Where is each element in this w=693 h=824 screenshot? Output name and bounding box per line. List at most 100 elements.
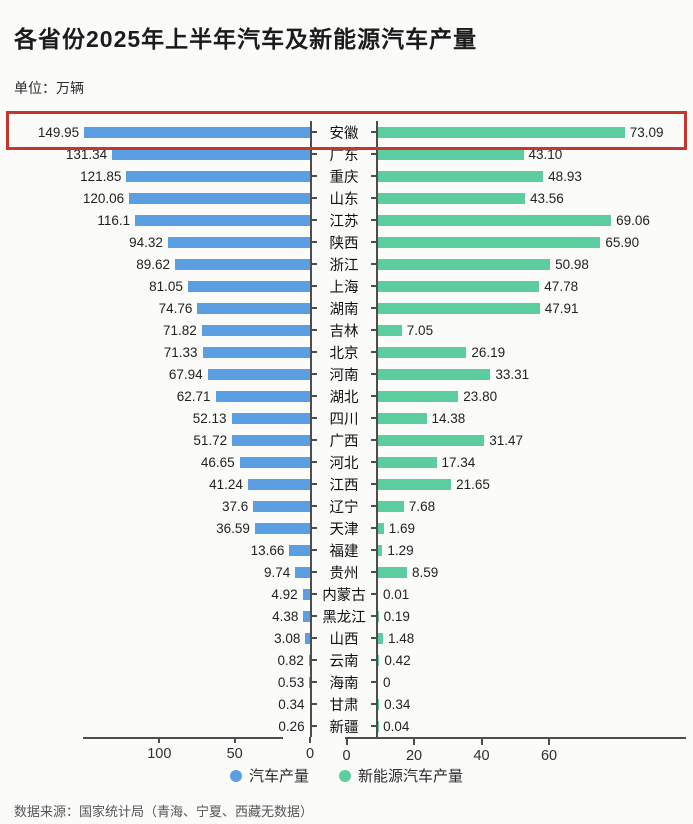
chart-row-1: 149.95 安徽 73.09 bbox=[14, 121, 686, 143]
chart-row-4: 120.06 山东 43.56 bbox=[14, 187, 686, 209]
chart-row-25: 0.82 云南 0.42 bbox=[14, 649, 686, 671]
province-label: 四川 bbox=[329, 411, 359, 428]
diverging-bar-chart: 149.95 安徽 73.09 131.34 广东 43.10 121.85 重庆 48.93 1… bbox=[14, 121, 686, 764]
nev-production-bar bbox=[378, 632, 383, 644]
nev-production-bar bbox=[378, 698, 380, 710]
nev-production-bar bbox=[378, 170, 544, 182]
province-label: 陕西 bbox=[329, 235, 359, 252]
left-value-label: 74.76 bbox=[158, 300, 193, 316]
auto-production-bar bbox=[175, 258, 310, 270]
right-axis-tick bbox=[480, 739, 483, 745]
right-value-label: 26.19 bbox=[471, 344, 506, 360]
chart-row-3: 121.85 重庆 48.93 bbox=[14, 165, 686, 187]
left-value-label: 41.24 bbox=[209, 476, 243, 492]
chart-row-13: 62.71 湖北 23.80 bbox=[14, 385, 686, 407]
right-value-label: 50.98 bbox=[555, 256, 589, 272]
province-label: 重庆 bbox=[329, 169, 359, 186]
chart-rows: 149.95 安徽 73.09 131.34 广东 43.10 121.85 重庆 48.93 1… bbox=[14, 121, 686, 737]
province-label: 云南 bbox=[329, 653, 359, 670]
right-value-label: 0.01 bbox=[383, 586, 410, 602]
left-value-label: 13.66 bbox=[250, 542, 285, 558]
right-value-label: 33.31 bbox=[495, 366, 530, 382]
right-axis-tick bbox=[413, 739, 416, 745]
nev-production-bar bbox=[378, 324, 402, 336]
auto-production-bar bbox=[84, 126, 310, 138]
legend-item-nev: 新能源汽车产量 bbox=[339, 765, 463, 786]
left-value-label: 4.38 bbox=[272, 608, 299, 624]
chart-row-26: 0.53 海南 0 bbox=[14, 671, 686, 693]
chart-row-17: 41.24 江西 21.65 bbox=[14, 473, 686, 495]
left-value-label: 121.85 bbox=[80, 168, 122, 184]
right-value-label: 23.80 bbox=[463, 388, 498, 404]
right-value-label: 0 bbox=[383, 674, 391, 690]
province-label: 上海 bbox=[329, 279, 359, 296]
right-value-label: 21.65 bbox=[456, 476, 490, 492]
right-axis-tick-label: 60 bbox=[540, 748, 558, 764]
left-value-label: 51.72 bbox=[193, 432, 228, 448]
nev-production-bar bbox=[378, 654, 380, 666]
data-source-note: 数据来源：国家统计局（青海、宁夏、西藏无数据） bbox=[14, 804, 314, 819]
auto-production-bar bbox=[303, 610, 310, 622]
chart-row-27: 0.34 甘肃 0.34 bbox=[14, 693, 686, 715]
nev-production-bar bbox=[378, 610, 379, 622]
auto-production-bar bbox=[207, 368, 310, 380]
auto-production-bar bbox=[295, 566, 310, 578]
chart-row-2: 131.34 广东 43.10 bbox=[14, 143, 686, 165]
chart-row-24: 3.08 山西 1.48 bbox=[14, 627, 686, 649]
auto-production-bar bbox=[126, 170, 310, 182]
legend-item-auto: 汽车产量 bbox=[229, 765, 309, 786]
right-value-label: 43.10 bbox=[528, 146, 563, 162]
auto-production-bar bbox=[135, 214, 310, 226]
province-label: 江苏 bbox=[329, 213, 359, 230]
nev-production-bar bbox=[378, 500, 404, 512]
province-label: 湖北 bbox=[329, 389, 359, 406]
chart-row-16: 46.65 河北 17.34 bbox=[14, 451, 686, 473]
auto-production-bar bbox=[197, 302, 310, 314]
province-label: 福建 bbox=[329, 543, 359, 560]
right-value-label: 69.06 bbox=[616, 212, 650, 228]
nev-production-bar bbox=[378, 522, 384, 534]
auto-production-bar bbox=[215, 390, 310, 402]
legend-label-auto: 汽车产量 bbox=[248, 768, 309, 785]
chart-row-12: 67.94 河南 33.31 bbox=[14, 363, 686, 385]
auto-production-bar bbox=[232, 434, 310, 446]
x-axis-right: 0 20 40 60 bbox=[343, 737, 686, 764]
province-label: 黑龙江 bbox=[322, 609, 366, 626]
chart-row-14: 52.13 四川 14.38 bbox=[14, 407, 686, 429]
province-label: 广东 bbox=[329, 147, 359, 164]
auto-production-dot-icon bbox=[229, 769, 242, 782]
left-value-label: 67.94 bbox=[168, 366, 203, 382]
right-value-label: 0.42 bbox=[384, 652, 411, 668]
chart-row-18: 37.6 辽宁 7.68 bbox=[14, 495, 686, 517]
left-axis-tick-label: 0 bbox=[305, 746, 315, 762]
left-value-label: 149.95 bbox=[37, 124, 80, 140]
right-value-label: 8.59 bbox=[412, 564, 439, 580]
chart-row-6: 94.32 陕西 65.90 bbox=[14, 231, 686, 253]
nev-production-bar bbox=[378, 456, 437, 468]
auto-production-bar bbox=[187, 280, 310, 292]
unit-label: 单位：万辆 bbox=[14, 80, 84, 96]
province-label: 江西 bbox=[329, 477, 359, 494]
auto-production-bar bbox=[231, 412, 310, 424]
right-value-label: 0.04 bbox=[383, 718, 410, 734]
nev-production-bar bbox=[378, 566, 407, 578]
province-label: 山东 bbox=[329, 191, 359, 208]
province-label: 河北 bbox=[329, 455, 359, 472]
nev-production-bar bbox=[378, 214, 612, 226]
chart-row-22: 4.92 内蒙古 0.01 bbox=[14, 583, 686, 605]
chart-row-5: 116.1 江苏 69.06 bbox=[14, 209, 686, 231]
right-value-label: 47.91 bbox=[544, 300, 579, 316]
right-value-label: 31.47 bbox=[489, 432, 523, 448]
left-value-label: 0.34 bbox=[278, 696, 305, 712]
province-label: 安徽 bbox=[329, 125, 359, 142]
auto-production-bar bbox=[302, 588, 310, 600]
nev-production-bar bbox=[378, 412, 427, 424]
auto-production-bar bbox=[201, 324, 310, 336]
auto-production-bar bbox=[112, 148, 310, 160]
auto-production-bar bbox=[254, 522, 310, 534]
chart-row-9: 74.76 湖南 47.91 bbox=[14, 297, 686, 319]
nev-production-bar bbox=[378, 236, 601, 248]
auto-production-bar bbox=[167, 236, 310, 248]
right-value-label: 7.68 bbox=[408, 498, 436, 514]
